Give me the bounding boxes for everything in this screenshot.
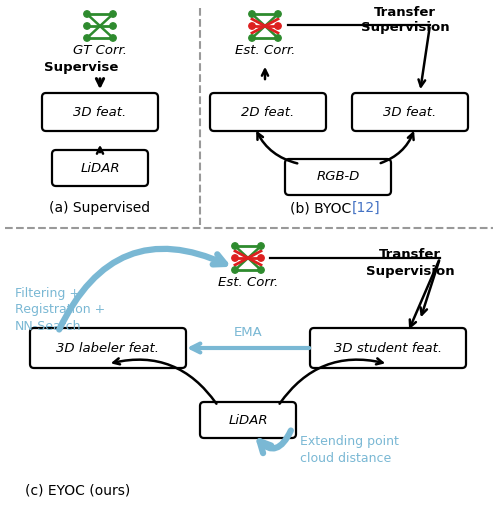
Text: Supervise: Supervise (44, 61, 119, 75)
FancyBboxPatch shape (352, 93, 468, 131)
FancyBboxPatch shape (310, 328, 466, 368)
Circle shape (110, 23, 116, 29)
Text: 3D student feat.: 3D student feat. (334, 342, 442, 354)
Circle shape (249, 35, 255, 41)
Text: EMA: EMA (234, 327, 262, 339)
Text: Extending point
cloud distance: Extending point cloud distance (300, 435, 399, 465)
Text: LiDAR: LiDAR (228, 414, 268, 426)
Text: 2D feat.: 2D feat. (242, 105, 295, 118)
Circle shape (249, 23, 255, 29)
Text: [12]: [12] (352, 201, 380, 215)
Circle shape (84, 35, 90, 41)
Circle shape (84, 11, 90, 17)
Circle shape (275, 23, 281, 29)
Text: Est. Corr.: Est. Corr. (218, 275, 278, 288)
Text: Transfer
Supervision: Transfer Supervision (361, 6, 449, 34)
Text: LiDAR: LiDAR (80, 161, 120, 175)
Circle shape (232, 255, 238, 261)
Text: 3D feat.: 3D feat. (73, 105, 126, 118)
Text: Filtering +
Registration +
NN-Search: Filtering + Registration + NN-Search (15, 287, 105, 333)
Text: (b) BYOC: (b) BYOC (290, 201, 354, 215)
Circle shape (84, 23, 90, 29)
Circle shape (275, 35, 281, 41)
Circle shape (110, 11, 116, 17)
Text: 3D labeler feat.: 3D labeler feat. (56, 342, 159, 354)
Text: 3D feat.: 3D feat. (383, 105, 437, 118)
FancyBboxPatch shape (30, 328, 186, 368)
Circle shape (232, 267, 238, 273)
FancyBboxPatch shape (42, 93, 158, 131)
Text: GT Corr.: GT Corr. (73, 44, 127, 56)
FancyBboxPatch shape (210, 93, 326, 131)
FancyBboxPatch shape (200, 402, 296, 438)
Circle shape (249, 11, 255, 17)
Circle shape (258, 255, 264, 261)
Circle shape (258, 243, 264, 249)
Text: Est. Corr.: Est. Corr. (235, 44, 295, 56)
Circle shape (258, 267, 264, 273)
Text: Transfer
Supervision: Transfer Supervision (366, 248, 454, 278)
FancyBboxPatch shape (52, 150, 148, 186)
FancyBboxPatch shape (285, 159, 391, 195)
Circle shape (110, 35, 116, 41)
Text: (a) Supervised: (a) Supervised (49, 201, 150, 215)
Text: (c) EYOC (ours): (c) EYOC (ours) (25, 483, 130, 497)
Circle shape (275, 11, 281, 17)
Circle shape (232, 243, 238, 249)
Text: RGB-D: RGB-D (316, 170, 360, 183)
